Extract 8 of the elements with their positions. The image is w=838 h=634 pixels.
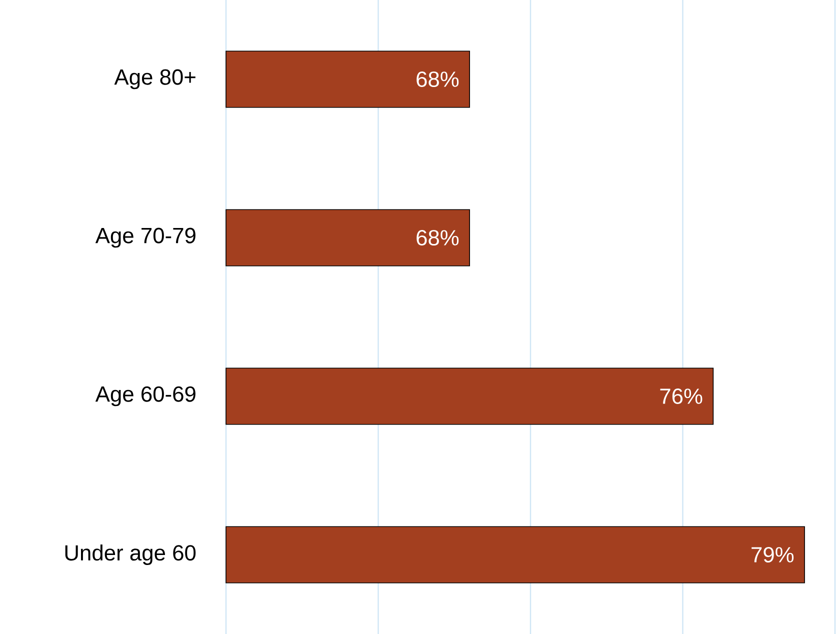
y-tick-label: Age 60-69 bbox=[95, 386, 196, 406]
data-label: 76% bbox=[660, 388, 702, 404]
y-tick-label: Under age 60 bbox=[65, 544, 196, 565]
data-label: 79% bbox=[752, 546, 794, 563]
data-label: 68% bbox=[416, 230, 459, 246]
data-label: 68% bbox=[416, 71, 459, 88]
y-tick-label: Age 80+ bbox=[114, 69, 196, 90]
y-tick-label: Age 70-79 bbox=[95, 228, 196, 248]
